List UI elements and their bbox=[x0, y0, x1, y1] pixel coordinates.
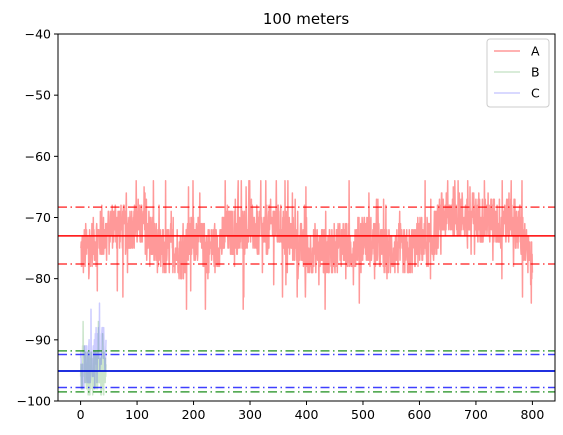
y-axis: −100 −90 −80 −70 −60 −50 −40 bbox=[17, 27, 58, 409]
y-tick-label: −40 bbox=[25, 27, 51, 42]
x-tick-label: 300 bbox=[238, 407, 262, 422]
y-tick-label: −50 bbox=[25, 88, 51, 103]
x-tick-label: 400 bbox=[295, 407, 319, 422]
x-tick-label: 500 bbox=[351, 407, 375, 422]
y-tick-label: −80 bbox=[25, 271, 51, 286]
y-tick-label: −60 bbox=[25, 149, 51, 164]
legend-label-b: B bbox=[531, 65, 540, 80]
chart-title: 100 meters bbox=[263, 10, 350, 28]
reference-lines bbox=[58, 206, 555, 393]
series-line-b bbox=[79, 320, 107, 396]
series-line-c bbox=[79, 302, 107, 390]
x-axis: 0 100 200 300 400 500 600 700 800 bbox=[77, 401, 544, 422]
x-tick-label: 700 bbox=[464, 407, 488, 422]
series-layer bbox=[79, 180, 534, 396]
legend-box bbox=[486, 38, 550, 108]
y-tick-label: −90 bbox=[25, 332, 51, 347]
x-tick-label: 800 bbox=[520, 407, 544, 422]
x-tick-label: 600 bbox=[408, 407, 432, 422]
legend-label-a: A bbox=[531, 44, 540, 59]
y-tick-label: −100 bbox=[17, 394, 51, 409]
series-line-a bbox=[80, 180, 534, 311]
x-tick-label: 100 bbox=[125, 407, 149, 422]
y-tick-label: −70 bbox=[25, 210, 51, 225]
x-tick-label: 0 bbox=[77, 407, 85, 422]
legend-label-c: C bbox=[531, 86, 540, 101]
x-tick-label: 200 bbox=[182, 407, 206, 422]
legend: A B C bbox=[486, 38, 550, 108]
